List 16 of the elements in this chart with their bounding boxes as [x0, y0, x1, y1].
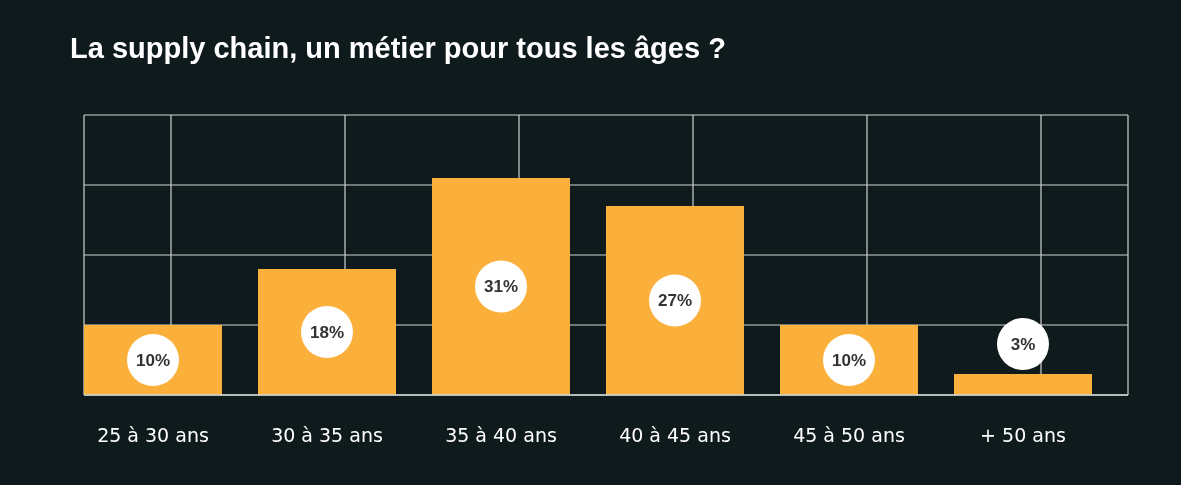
chart-title: La supply chain, un métier pour tous les âges ? — [70, 32, 726, 64]
bar — [954, 374, 1092, 395]
data-label: 18% — [309, 322, 345, 342]
x-tick-label: 30 à 35 ans — [271, 424, 383, 446]
x-tick-label: + 50 ans — [980, 424, 1066, 446]
bar — [606, 206, 744, 395]
x-tick-label: 40 à 45 ans — [619, 424, 731, 446]
data-label: 3% — [1010, 334, 1036, 354]
data-label: 27% — [657, 291, 693, 311]
bar — [432, 178, 570, 395]
data-label: 10% — [831, 350, 867, 370]
x-tick-label: 45 à 50 ans — [793, 424, 905, 446]
x-tick-label: 35 à 40 ans — [445, 424, 557, 446]
data-label: 31% — [483, 277, 519, 297]
data-label: 10% — [135, 350, 171, 370]
x-tick-label: 25 à 30 ans — [97, 424, 209, 446]
